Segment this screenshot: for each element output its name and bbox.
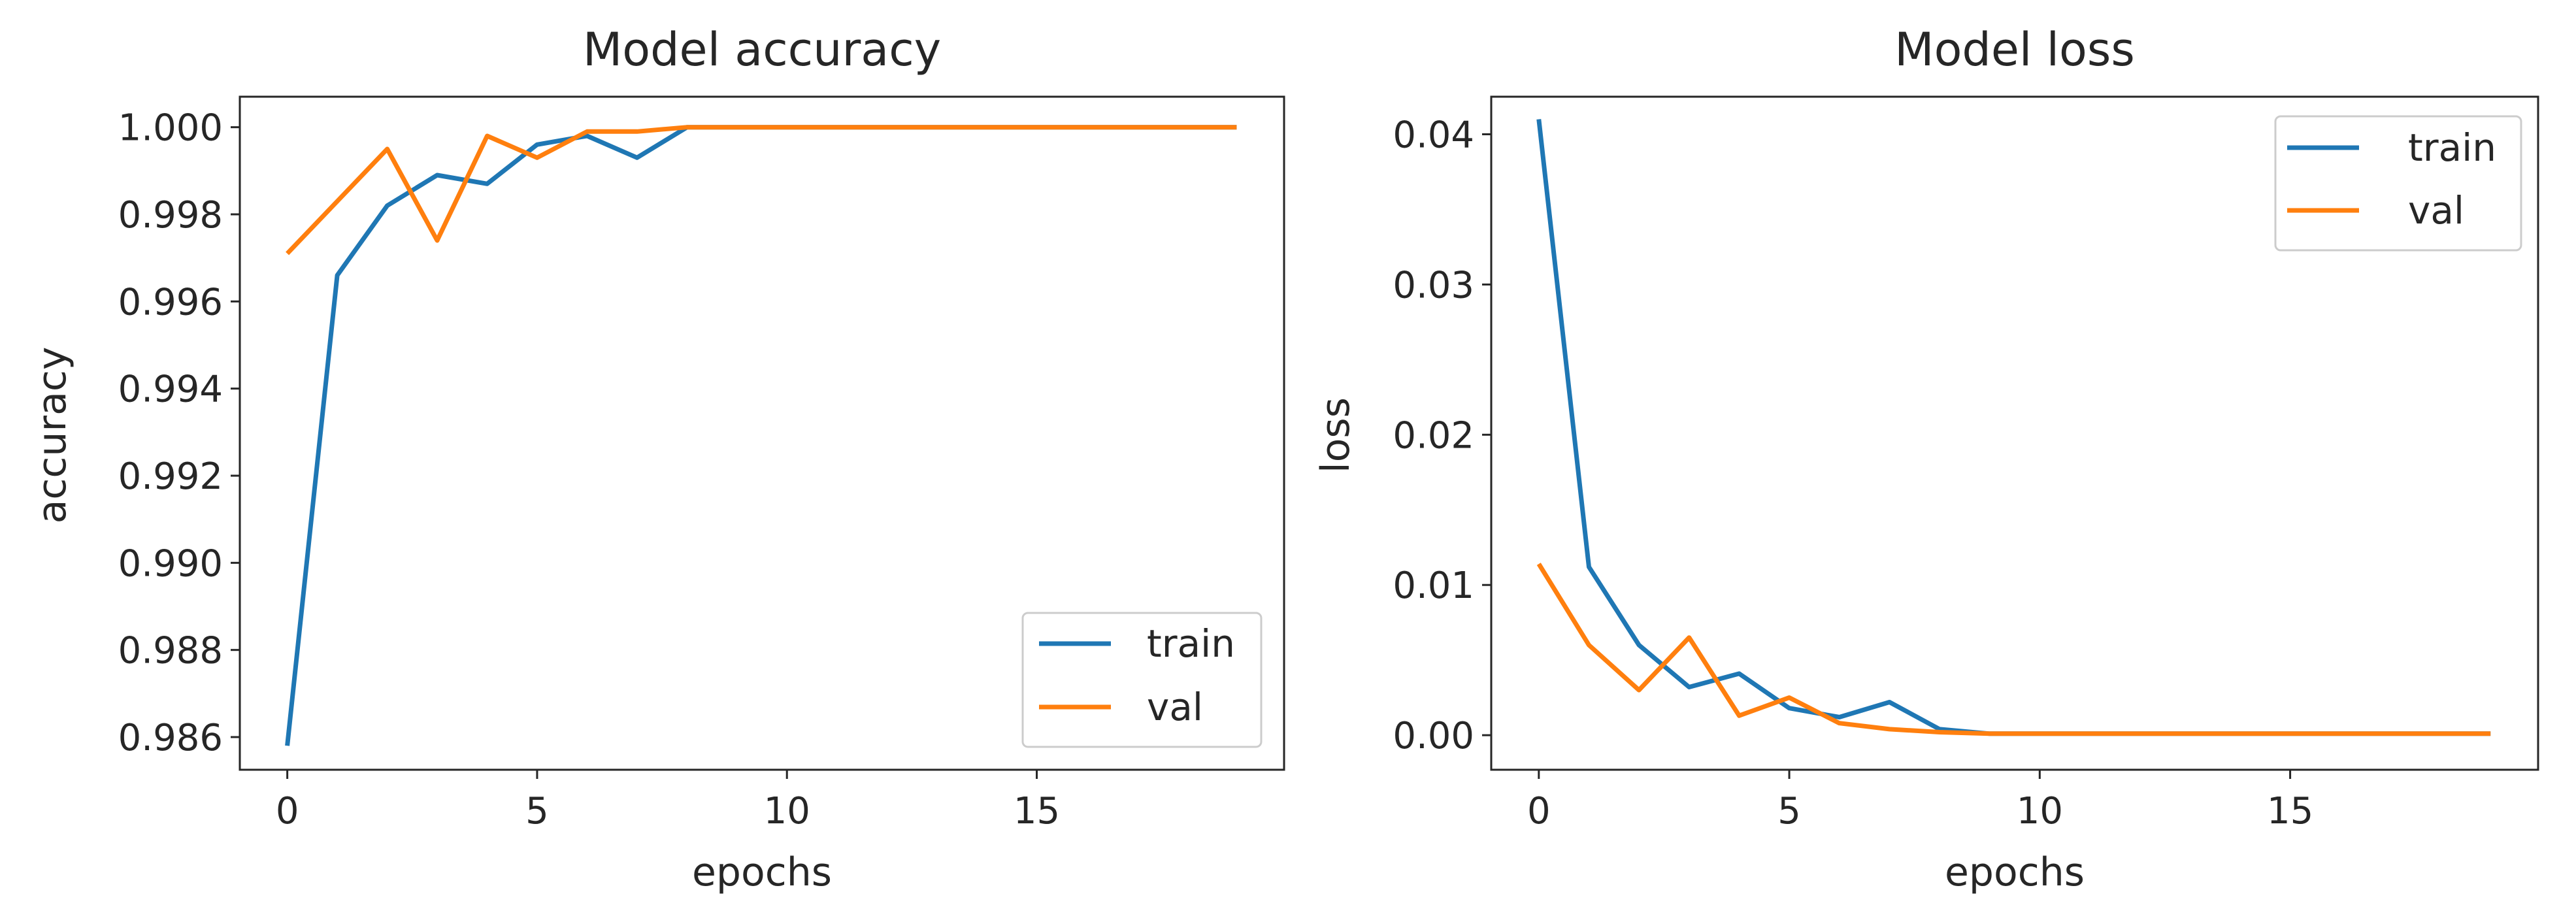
accuracy-lines [285, 125, 1237, 746]
loss-chart: Model loss epochs loss 0 5 10 15 0.00 0.01 0.0… [1313, 23, 2539, 895]
accuracy-y-tick-label: 0.986 [118, 717, 223, 759]
loss-val-line [1536, 563, 2491, 736]
loss-y-tick-label: 0.03 [1393, 264, 1474, 306]
accuracy-chart: Model accuracy epochs accuracy 0 5 10 15 0.9… [29, 23, 1285, 895]
loss-legend-val-label: val [2408, 188, 2464, 233]
accuracy-legend-val-label: val [1147, 685, 1203, 729]
loss-y-tick-label: 0.04 [1393, 114, 1474, 156]
accuracy-y-tick-label: 0.988 [118, 630, 223, 672]
accuracy-y-tick-label: 0.998 [118, 194, 223, 237]
accuracy-x-axis-label: epochs [692, 849, 832, 895]
accuracy-val-line [286, 125, 1237, 255]
loss-x-tick-label: 10 [2017, 790, 2063, 832]
loss-y-axis-label: loss [1313, 397, 1359, 473]
accuracy-y-tick-label: 0.992 [118, 455, 223, 498]
loss-lines [1536, 119, 2491, 736]
accuracy-y-tick-label: 0.990 [118, 542, 223, 585]
loss-plot-frame [1490, 95, 2539, 771]
accuracy-plot-frame [239, 95, 1285, 771]
loss-y-tick-label: 0.01 [1393, 565, 1474, 607]
accuracy-x-tick-label: 5 [525, 790, 549, 832]
loss-legend: train val [2274, 115, 2522, 252]
accuracy-x-tick-label: 0 [276, 790, 299, 832]
loss-x-axis-label: epochs [1945, 849, 2085, 895]
accuracy-legend-box [1021, 612, 1263, 748]
accuracy-y-tick-label: 1.000 [118, 107, 223, 150]
accuracy-y-axis-label: accuracy [29, 347, 75, 524]
accuracy-x-tick-label: 10 [764, 790, 810, 832]
accuracy-ticks: 0 5 10 15 0.986 0.988 0.990 0.992 0.994 0.996 0.99… [118, 107, 1060, 832]
accuracy-legend: train val [1021, 612, 1263, 748]
accuracy-x-tick-label: 15 [1014, 790, 1060, 832]
loss-x-tick-label: 15 [2267, 790, 2313, 832]
accuracy-legend-train-label: train [1147, 621, 1235, 666]
loss-x-tick-label: 0 [1527, 790, 1551, 832]
loss-y-tick-label: 0.02 [1393, 414, 1474, 457]
loss-legend-train-label: train [2408, 125, 2496, 170]
loss-chart-title: Model loss [1894, 23, 2135, 76]
loss-y-tick-label: 0.00 [1393, 715, 1474, 757]
accuracy-y-tick-label: 0.994 [118, 369, 223, 411]
loss-ticks: 0 5 10 15 0.00 0.01 0.02 0.03 0.04 [1393, 114, 2313, 832]
accuracy-y-tick-label: 0.996 [118, 281, 223, 323]
accuracy-chart-title: Model accuracy [583, 23, 941, 76]
loss-x-tick-label: 5 [1777, 790, 1801, 832]
